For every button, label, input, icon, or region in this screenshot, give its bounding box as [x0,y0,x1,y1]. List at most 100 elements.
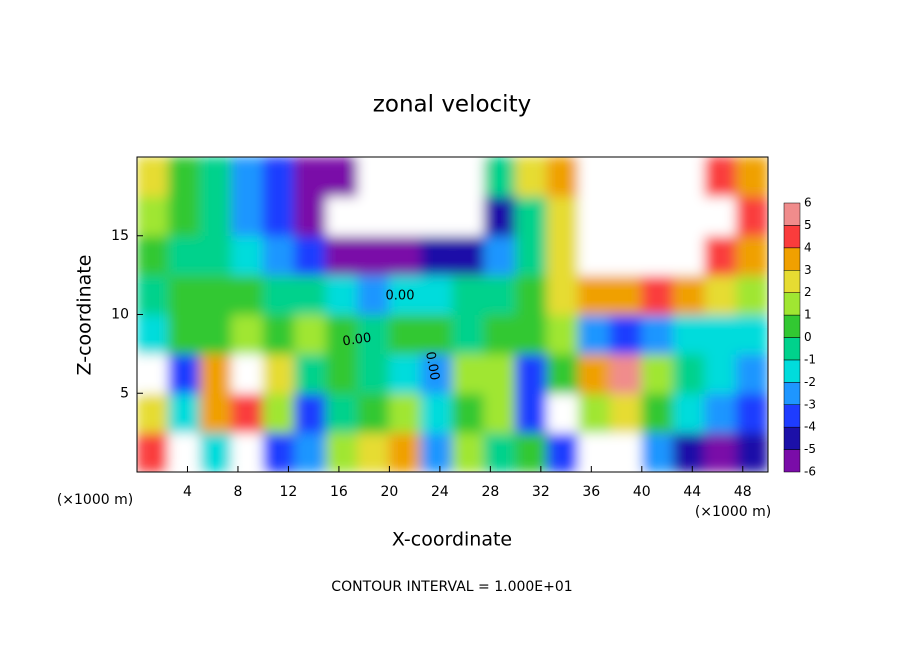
x-tick-label: 48 [734,484,752,500]
contour-label: 0.00 [422,350,442,381]
cell [388,235,422,276]
cell [420,314,453,355]
cell [483,314,517,355]
cell [168,314,201,355]
cell [704,157,737,197]
cell [388,195,422,237]
cell [294,195,327,237]
cell [515,157,548,197]
cell [546,195,580,237]
x-tick-label: 24 [431,484,449,500]
cell [578,432,611,472]
colorbar-swatch [783,426,801,450]
cell [641,195,674,237]
cell [609,392,643,434]
cell [231,353,264,394]
cell [515,195,548,237]
cell [609,235,643,276]
cell [199,274,233,315]
cell [137,432,170,472]
cell [546,392,580,434]
cell [388,392,422,434]
cell [168,274,201,315]
cell [262,195,296,237]
colorbar-label: 1 [804,308,812,322]
cell [357,195,390,237]
cell [515,235,548,276]
cell [137,195,170,237]
cell [704,195,737,237]
footer-note: CONTOUR INTERVAL = 1.000E+01 [331,579,572,595]
cell [609,314,643,355]
cell [294,157,327,197]
chart-title: zonal velocity [373,92,531,118]
cell [199,353,233,394]
cell [578,157,611,197]
cell [452,157,485,197]
cell [515,314,548,355]
x-tick-label: 40 [633,484,651,500]
colorbar-swatch [783,292,801,316]
y-unit-label: (×1000 m) [57,492,133,508]
field [137,157,768,472]
cell [452,353,485,394]
colorbar-label: -4 [804,420,816,434]
colorbar-swatch [783,314,801,338]
cell [578,353,611,394]
colorbar-label: 3 [804,263,812,277]
cell [483,353,517,394]
cell [325,274,359,315]
cell [578,274,611,315]
cell [137,314,170,355]
x-tick-label: 28 [481,484,499,500]
cell [483,274,517,315]
cell [325,157,359,197]
cell [388,432,422,472]
cell [262,274,296,315]
x-tick-label: 4 [183,484,192,500]
cell [231,432,264,472]
cell [168,195,201,237]
cell [483,235,517,276]
cell [735,235,768,276]
cell [262,432,296,472]
cell [420,274,453,315]
y-axis-label: Z-coordinate [74,255,96,376]
cell [578,392,611,434]
cell [168,392,201,434]
colorbar-label: -2 [804,375,816,389]
cell [546,314,580,355]
cell [704,392,737,434]
cell [704,274,737,315]
cell [641,157,674,197]
colorbar-swatch [783,382,801,406]
cell [452,314,485,355]
cell [294,353,327,394]
cell [546,353,580,394]
cell [546,432,580,472]
cell [420,392,453,434]
cell [262,157,296,197]
colorbar-swatch [783,270,801,293]
cell [325,314,359,355]
cell [262,392,296,434]
cell [357,157,390,197]
x-tick-label: 16 [330,484,348,500]
cell [199,314,233,355]
cell [609,157,643,197]
cell [262,314,296,355]
y-tick-label: 5 [120,385,129,401]
cell [388,353,422,394]
cell [357,353,390,394]
cell [735,392,768,434]
cell [231,392,264,434]
colorbar-label: -1 [804,352,816,366]
cell [294,392,327,434]
cell [672,235,706,276]
cell [515,353,548,394]
cell [420,195,453,237]
cell [137,392,170,434]
y-tick-label: 15 [111,228,129,244]
x-tick-label: 12 [280,484,298,500]
